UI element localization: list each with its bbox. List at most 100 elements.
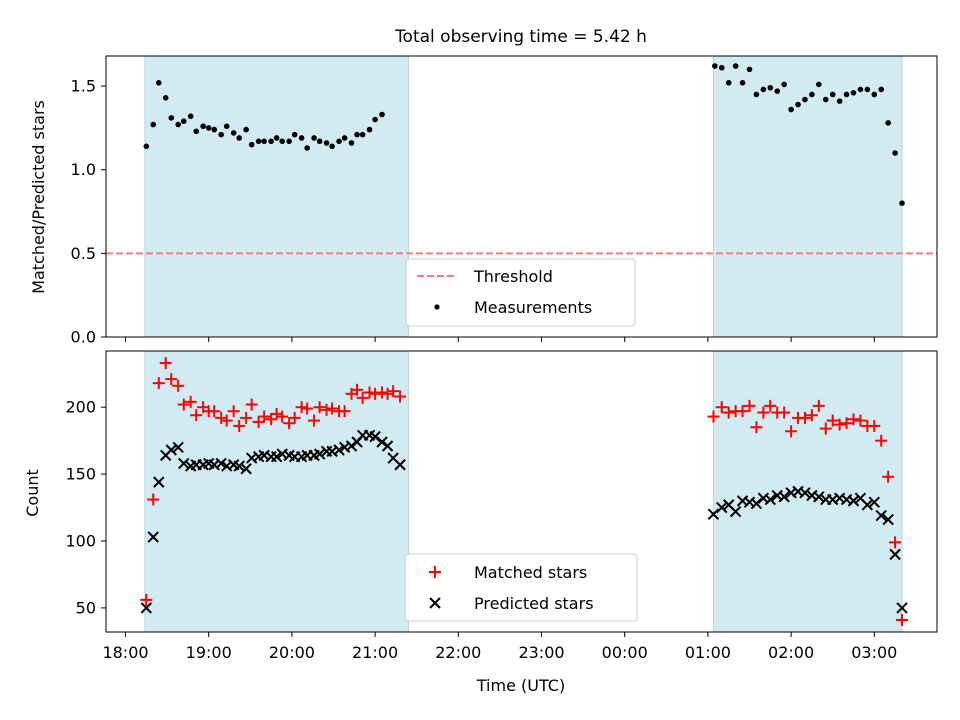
measurement-point [323,140,330,146]
top-shaded-regions [144,55,903,338]
top-x-ticks [125,337,875,342]
shaded-window-1 [144,55,409,338]
y-tick-label: 150 [65,465,96,484]
matched-star-point [326,402,339,415]
matched-star-point [736,405,749,418]
measurement-point [175,121,181,128]
predicted-star-point [240,463,252,475]
x-tick-label: 21:00 [352,643,398,662]
matched-star-point [276,410,289,423]
predicted-stars-layer [140,429,908,614]
measurement-point [372,116,378,123]
x-tick-label: 02:00 [768,643,814,662]
predicted-star-point [813,491,825,503]
bottom-x-axis: 18:00 19:00 20:00 21:00 22:00 23:00 00:00 01:00… [102,632,897,662]
predicted-star-point [868,496,881,508]
measurement-point [809,91,815,98]
matched-star-point [764,399,777,412]
measurement-point [864,86,871,93]
x-tick-label: 23:00 [518,643,564,662]
predicted-star-point [764,493,777,506]
x-tick-label: 03:00 [851,643,897,662]
matched-star-point [252,415,265,428]
measurement-point [261,138,267,145]
matched-star-point [757,406,770,419]
legend-predicted-swatch [429,597,441,609]
legend-measurements-label: Measurements [474,298,592,317]
matched-star-point [376,386,389,399]
measurement-point [781,81,787,88]
matched-star-point [190,409,203,422]
predicted-star-point [799,487,811,499]
measurements-layer [143,63,905,206]
x-tick-label: 18:00 [102,643,148,662]
measurement-point [718,64,725,71]
matched-star-point [840,417,853,430]
predicted-star-point [345,440,358,452]
measurement-point [725,79,732,86]
predicted-star-point [707,508,720,520]
matched-star-point [338,405,351,418]
predicted-star-point [172,441,184,454]
measurement-point [223,123,230,130]
predicted-star-point [233,460,245,472]
matched-star-point [351,383,364,396]
predicted-star-point [394,459,406,471]
top-legend-box [405,258,636,327]
measurement-point [760,86,767,93]
measurement-point [816,81,822,88]
matched-star-point [313,401,326,414]
measurement-point [836,98,843,104]
measurement-point [850,89,857,96]
x-tick-label: 22:00 [435,643,481,662]
measurement-point [180,118,187,125]
predicted-star-point [165,444,177,456]
measurement-point [753,91,760,98]
matched-star-point [265,413,278,426]
measurement-point [359,131,366,138]
measurement-point [788,106,794,113]
measurement-point [746,66,753,73]
matched-star-point [258,410,271,423]
matched-star-point [152,377,165,390]
measurement-point [767,84,774,91]
measurement-point [162,95,169,101]
matched-star-point [283,417,296,430]
matched-star-point [177,398,190,411]
matched-star-point [826,414,839,427]
measurement-point [143,143,150,150]
matched-star-point [165,373,178,386]
measurement-point [348,140,355,146]
matched-star-point [227,405,240,418]
predicted-star-point [313,448,326,460]
bottom-plot-frame [105,350,938,633]
predicted-star-point [333,444,345,456]
matched-star-point [270,407,283,420]
predicted-star-point [215,457,227,470]
x-tick-label: 01:00 [685,643,731,662]
measurement-point [885,120,891,126]
matched-star-point [240,411,253,424]
measurement-point [871,91,878,98]
predicted-star-point [178,457,190,470]
x-axis-label: Time (UTC) [476,676,565,695]
top-panel: 0.0 0.5 1.0 1.5 Matched/Predicted stars Thr… [29,55,938,347]
matched-star-point [184,395,197,408]
matched-star-point [381,387,394,400]
y-tick-label: 0.0 [71,328,96,347]
measurement-point [712,63,718,69]
matched-star-point [394,390,407,403]
predicted-star-point [889,548,901,561]
measurement-point [150,121,157,128]
y-tick-label: 50 [76,598,96,617]
predicted-star-point [778,491,790,503]
measurement-point [273,135,280,141]
chart-title: Total observing time = 5.42 h [394,27,647,47]
x-tick-label: 19:00 [186,643,232,662]
y-tick-label: 1.5 [71,77,96,96]
measurement-point [843,91,850,98]
predicted-star-point [861,499,874,511]
x-tick-label: 20:00 [269,643,315,662]
measurement-point [341,135,348,141]
measurement-point [243,126,249,133]
